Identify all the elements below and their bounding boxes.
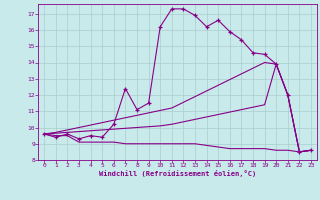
- X-axis label: Windchill (Refroidissement éolien,°C): Windchill (Refroidissement éolien,°C): [99, 170, 256, 177]
